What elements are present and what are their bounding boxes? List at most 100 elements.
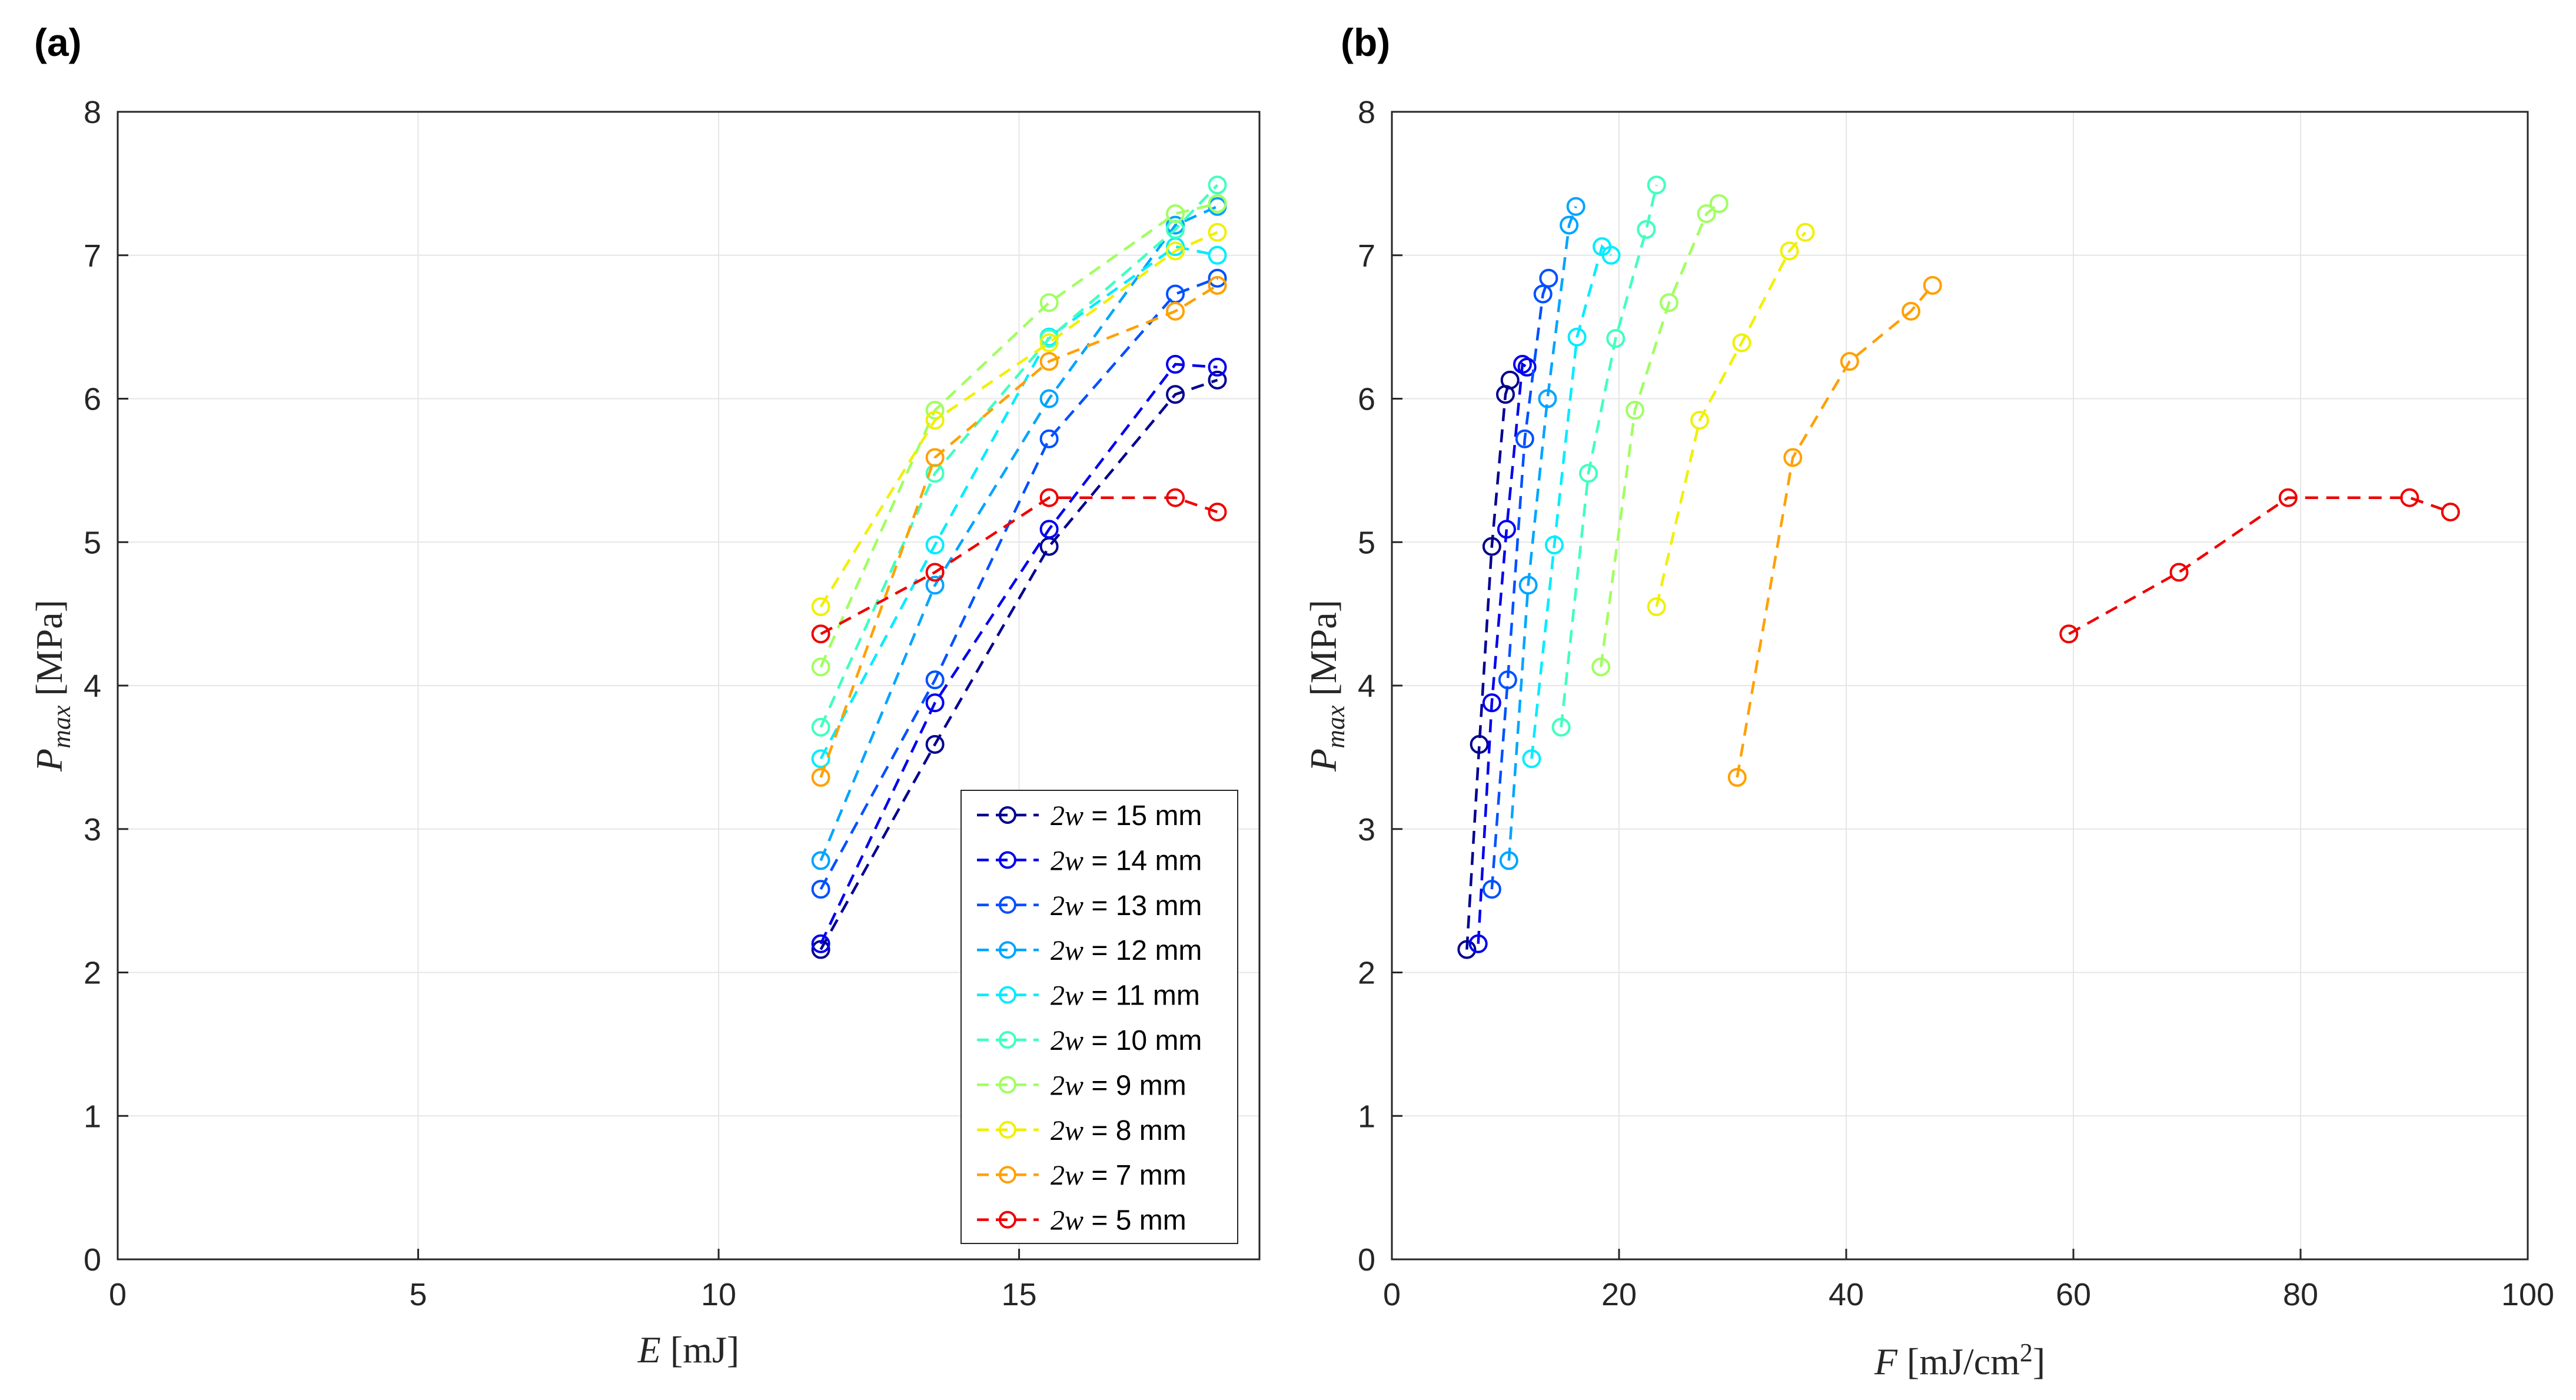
data-point	[925, 693, 945, 713]
series	[1591, 194, 1729, 677]
series	[1482, 268, 1558, 899]
data-point	[1647, 175, 1666, 195]
data-point	[1796, 222, 1815, 242]
y-tick-label: 1	[1358, 1099, 1375, 1134]
data-point	[1166, 301, 1185, 321]
legend-swatch-marker	[999, 1076, 1016, 1094]
series	[1457, 370, 1520, 959]
data-point	[1518, 576, 1538, 595]
data-point	[811, 717, 830, 737]
data-point	[1166, 204, 1185, 224]
x-axis-title-b: F [mJ/cm2]	[1874, 1338, 2045, 1382]
y-tick-label: 3	[1358, 812, 1375, 847]
data-point	[925, 536, 945, 555]
series	[811, 194, 1227, 677]
series	[811, 222, 1227, 616]
legend-label: 2w = 5 mm	[1051, 1205, 1186, 1236]
series-line	[819, 363, 1218, 945]
tick-labels-b: 0 20 40 60 80 100 0 1 2 3 4 5 6 7 8	[1358, 95, 2554, 1312]
y-tick-label: 0	[84, 1242, 101, 1278]
y-tick-label: 4	[1358, 669, 1375, 704]
x-tick-label: 5	[410, 1277, 427, 1312]
data-point	[811, 934, 830, 953]
data-point	[1709, 194, 1729, 213]
data-point	[1039, 352, 1059, 371]
data-point	[1166, 241, 1185, 261]
y-tick-label: 2	[84, 956, 101, 991]
data-point	[1601, 245, 1621, 265]
legend-label: 2w = 7 mm	[1051, 1160, 1186, 1191]
series-line	[819, 284, 1218, 778]
data-point	[1457, 940, 1477, 959]
series-line	[1599, 202, 1720, 667]
legend-entry: 2w = 11 mm	[977, 980, 1200, 1012]
legend-swatch-marker	[999, 986, 1016, 1004]
x-tick-label: 100	[2501, 1277, 2554, 1312]
data-point	[1517, 357, 1537, 377]
data-point	[1208, 357, 1227, 377]
series-line	[1477, 362, 1528, 944]
data-point	[925, 576, 945, 595]
legend-label: 2w = 10 mm	[1051, 1025, 1202, 1056]
data-point	[2400, 488, 2419, 507]
data-point	[1039, 520, 1059, 539]
legend-swatch-marker	[999, 941, 1016, 959]
y-tick-label: 2	[1358, 956, 1375, 991]
data-point	[2278, 488, 2298, 507]
panel-b: (b) 0 20 40 60 80 100 0 1 2 3 4 5 6 7 8 F [mJ/cm2] Pma…	[1302, 21, 2554, 1382]
data-point	[925, 563, 945, 582]
legend: 2w = 15 mm 2w = 14 mm 2w = 13 mm 2w = 12 mm…	[960, 790, 1238, 1244]
y-tick-label: 8	[84, 95, 101, 130]
series	[1468, 355, 1537, 953]
data-point	[1039, 488, 1059, 507]
legend-swatch-marker	[999, 1166, 1016, 1184]
x-tick-label: 15	[1002, 1277, 1037, 1312]
data-point	[1482, 880, 1501, 899]
data-point	[1560, 215, 1579, 235]
legend-label: 2w = 14 mm	[1051, 845, 1202, 876]
series	[2059, 488, 2460, 644]
data-point	[1732, 333, 1751, 353]
legend-entry: 2w = 15 mm	[977, 800, 1202, 832]
y-tick-label: 5	[1358, 525, 1375, 560]
data-point	[1591, 657, 1611, 677]
data-point	[1780, 241, 1799, 261]
data-point	[1208, 370, 1227, 390]
y-tick-label: 7	[84, 238, 101, 274]
series	[1499, 197, 1586, 870]
y-tick-label: 3	[84, 812, 101, 847]
series-line	[1465, 380, 1511, 950]
data-point	[2169, 563, 2189, 582]
data-point	[1515, 429, 1534, 448]
series-line	[1655, 231, 1807, 607]
data-point	[1539, 268, 1558, 288]
y-tick-label: 8	[1358, 95, 1375, 130]
data-point	[1166, 385, 1185, 404]
series	[1727, 275, 1942, 787]
y-axis-title-b: Pmax [MPa]	[1302, 600, 1350, 772]
series	[811, 355, 1227, 953]
legend-label: 2w = 9 mm	[1051, 1070, 1186, 1101]
data-point	[811, 851, 830, 870]
series	[1551, 175, 1666, 737]
data-point	[811, 657, 830, 677]
legend-entry: 2w = 10 mm	[977, 1025, 1202, 1056]
series-layer-b	[1457, 175, 2460, 959]
x-axis-title-a: E [mJ]	[637, 1329, 739, 1371]
series-line	[2068, 496, 2451, 636]
y-tick-label: 6	[84, 382, 101, 417]
x-tick-label: 40	[1829, 1277, 1864, 1312]
grid-a	[118, 112, 1259, 1259]
data-point	[1551, 717, 1571, 737]
legend-entry: 2w = 5 mm	[977, 1205, 1186, 1236]
data-point	[1208, 194, 1227, 213]
series-layer-a	[811, 175, 1227, 959]
series-line	[820, 496, 1218, 636]
data-point	[1538, 389, 1557, 408]
series-line	[1736, 284, 1934, 778]
series	[811, 488, 1227, 644]
data-point	[1522, 749, 1541, 769]
legend-entry: 2w = 9 mm	[977, 1070, 1186, 1101]
data-point	[1647, 597, 1666, 616]
data-point	[811, 597, 830, 616]
